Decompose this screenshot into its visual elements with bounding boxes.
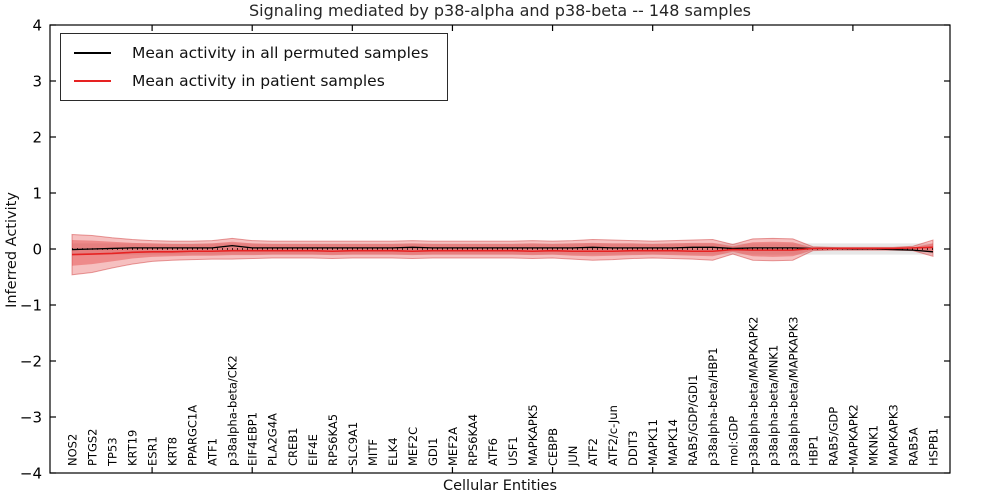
x-category-label: ELK4 xyxy=(386,437,400,466)
x-category-label: MAPK11 xyxy=(646,419,660,466)
x-category-label: MITF xyxy=(366,439,380,466)
x-category-label: GDI1 xyxy=(426,438,440,466)
x-category-label: HSPB1 xyxy=(927,428,941,466)
patient-outer-band xyxy=(71,233,934,276)
patient-inner-band xyxy=(72,240,933,266)
x-category-label: USF1 xyxy=(506,436,520,466)
legend-item-permuted: Mean activity in all permuted samples xyxy=(74,44,429,62)
x-category-label: EIF4E xyxy=(306,434,320,466)
x-category-label: MAPKAPK2 xyxy=(846,404,860,466)
x-category-label: ATF6 xyxy=(486,438,500,466)
x-category-label: ATF2 xyxy=(586,438,600,466)
y-tick-label: −4 xyxy=(20,465,42,483)
x-category-label: ESR1 xyxy=(146,436,160,466)
legend-label-patient: Mean activity in patient samples xyxy=(132,72,385,90)
patient-mean-line xyxy=(71,246,934,256)
x-axis-label: Cellular Entities xyxy=(442,478,558,494)
x-category-label: RAB5/GDP/GDI1 xyxy=(686,374,700,466)
x-category-label: JUN xyxy=(566,446,580,467)
x-category-label: RPS6KA5 xyxy=(326,414,340,466)
x-category-label: KRT19 xyxy=(126,430,140,466)
y-tick-label: −2 xyxy=(20,353,42,371)
y-axis-label: Inferred Activity xyxy=(4,192,20,308)
x-category-label: EIF4EBP1 xyxy=(246,412,260,466)
y-tick-label: 4 xyxy=(32,17,42,35)
x-category-label: MKNK1 xyxy=(866,425,880,466)
x-category-label: TP53 xyxy=(106,437,120,467)
x-category-label: PLA2G4A xyxy=(266,413,280,466)
x-category-label: p38alpha-beta/MAPKAPK2 xyxy=(746,317,760,467)
x-category-label: MAPK14 xyxy=(666,419,680,466)
legend-label-permuted: Mean activity in all permuted samples xyxy=(132,44,429,62)
x-category-label: SLC9A1 xyxy=(346,422,360,466)
y-tick-label: 2 xyxy=(32,129,42,147)
legend: Mean activity in all permuted samples Me… xyxy=(60,33,448,101)
x-category-label: p38alpha-beta/MAPKAPK3 xyxy=(786,317,800,467)
patient-line-swatch xyxy=(74,80,111,82)
x-category-label: RAB5/GDP xyxy=(826,407,840,466)
x-category-label: p38alpha-beta/MNK1 xyxy=(766,345,780,466)
x-category-label: ATF1 xyxy=(206,438,220,466)
permuted-line-swatch xyxy=(74,52,111,54)
x-category-label: mol:GDP xyxy=(726,416,740,466)
x-category-label: KRT8 xyxy=(166,437,180,466)
y-tick-label: −1 xyxy=(20,297,42,315)
x-category-label: MEF2A xyxy=(446,427,460,466)
legend-item-patient: Mean activity in patient samples xyxy=(74,72,429,90)
x-category-label: MEF2C xyxy=(406,427,420,466)
chart-title: Signaling mediated by p38-alpha and p38-… xyxy=(248,1,751,20)
x-category-label: MAPKAPK3 xyxy=(886,404,900,466)
x-category-label: CREB1 xyxy=(286,428,300,467)
x-category-label: MAPKAPK5 xyxy=(526,404,540,466)
y-tick-label: −3 xyxy=(20,409,42,427)
x-category-label: PPARGC1A xyxy=(186,405,200,466)
x-category-label: PTGS2 xyxy=(86,429,100,467)
x-category-label: p38alpha-beta/CK2 xyxy=(226,355,240,466)
y-tick-label: 0 xyxy=(32,241,42,259)
x-category-label: HBP1 xyxy=(806,435,820,466)
x-category-label: p38alpha-beta/HBP1 xyxy=(706,347,720,466)
x-category-label: RPS6KA4 xyxy=(466,414,480,466)
y-tick-label: 1 xyxy=(32,185,42,203)
x-category-label: RAB5A xyxy=(906,427,920,466)
permuted-mean-line xyxy=(71,244,934,253)
x-category-label: ATF2/c-Jun xyxy=(606,405,620,466)
x-category-label: NOS2 xyxy=(66,434,80,466)
x-category-label: CEBPB xyxy=(546,428,560,466)
x-category-label: DDIT3 xyxy=(626,431,640,466)
y-tick-label: 3 xyxy=(32,73,42,91)
